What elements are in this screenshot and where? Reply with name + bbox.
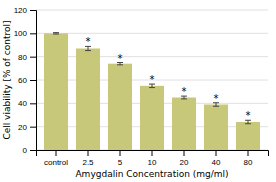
x-tick: 80 — [244, 150, 253, 167]
x-tick: 10 — [148, 150, 157, 167]
x-tick-label: control — [44, 158, 68, 167]
y-tick: 100 — [14, 29, 36, 38]
annotation: * — [118, 53, 123, 64]
y-tick: 80 — [18, 53, 36, 62]
bar — [140, 86, 164, 150]
x-tick-mark — [248, 150, 249, 156]
y-tick-label: 40 — [18, 99, 27, 108]
x-axis: control 2.5 5 10 20 40 80 — [37, 150, 269, 167]
x-tick-label: 40 — [212, 158, 221, 167]
x-tick-label: 5 — [118, 158, 123, 167]
x-axis-title: Amygdalin Concentration (mg/ml) — [75, 169, 228, 179]
x-tick: 5 — [118, 150, 123, 167]
bar — [172, 98, 196, 151]
y-axis-line — [30, 11, 37, 151]
chart: * * * * * * 0 20 40 60 80 100 120 control 2.5 5 10 20 40 80… — [0, 0, 276, 182]
y-tick-label: 80 — [18, 53, 27, 62]
y-tick-label: 20 — [18, 123, 27, 132]
y-tick-mark — [30, 103, 36, 104]
y-tick-mark — [30, 33, 36, 34]
annotation: * — [86, 36, 91, 47]
x-tick-label: 2.5 — [82, 158, 94, 167]
x-tick-label: 10 — [148, 158, 157, 167]
error-bar — [53, 33, 59, 34]
y-tick-mark — [30, 150, 36, 151]
y-tick: 0 — [23, 146, 36, 155]
x-axis-line — [37, 151, 269, 157]
y-tick: 20 — [18, 123, 36, 132]
x-tick-label: 20 — [180, 158, 189, 167]
y-tick-label: 60 — [18, 76, 27, 85]
marks — [44, 33, 260, 150]
grid — [36, 10, 268, 150]
y-axis: 0 20 40 60 80 100 120 — [14, 6, 37, 155]
bar — [108, 64, 132, 150]
y-tick: 60 — [18, 76, 36, 85]
y-tick-mark — [30, 57, 36, 58]
annotation: * — [182, 86, 187, 97]
x-tick-mark — [184, 150, 185, 156]
y-tick-label: 120 — [14, 6, 28, 15]
annotation: * — [214, 93, 219, 104]
bar — [44, 33, 68, 150]
y-tick-mark — [30, 80, 36, 81]
x-tick: 2.5 — [82, 150, 94, 167]
bar — [236, 122, 260, 150]
y-axis-title: Cell viability [% of control] — [2, 20, 12, 139]
grid-line — [36, 56, 268, 57]
x-tick-mark — [152, 150, 153, 156]
x-tick: 40 — [212, 150, 221, 167]
plot: * * * * * * 0 20 40 60 80 100 120 control 2.5 5 10 20 40 80 — [14, 6, 269, 167]
annotation: * — [246, 110, 251, 121]
bar — [204, 105, 228, 151]
x-tick: control — [44, 150, 68, 167]
x-tick: 20 — [180, 150, 189, 167]
annotation: * — [150, 74, 155, 85]
annotations: * * * * * * — [86, 36, 251, 121]
x-tick-label: 80 — [244, 158, 253, 167]
y-tick: 40 — [18, 99, 36, 108]
x-tick-mark — [120, 150, 121, 156]
grid-line — [36, 33, 268, 34]
x-tick-mark — [56, 150, 57, 156]
y-tick-label: 100 — [14, 29, 28, 38]
y-tick-label: 0 — [23, 146, 28, 155]
y-tick-mark — [30, 10, 36, 11]
bar — [76, 49, 100, 151]
x-tick-mark — [88, 150, 89, 156]
y-tick: 120 — [14, 6, 36, 15]
grid-line — [36, 10, 268, 11]
x-tick-mark — [216, 150, 217, 156]
y-tick-mark — [30, 127, 36, 128]
